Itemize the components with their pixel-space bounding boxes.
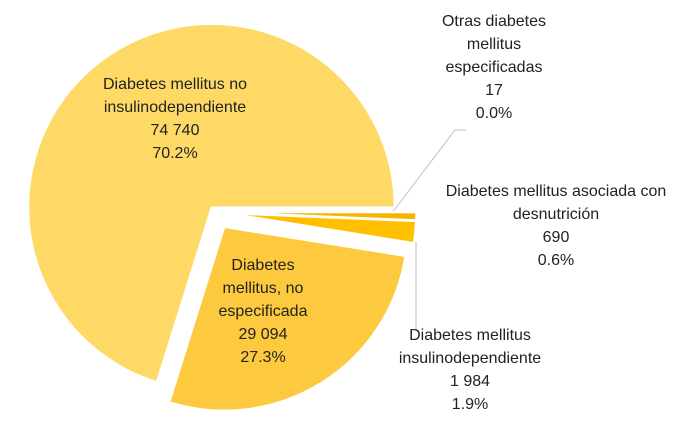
leader-line	[391, 129, 466, 214]
value-label: 29 094	[238, 326, 288, 343]
category-label: Diabetes mellitus no insulinodependiente	[102, 76, 248, 116]
pie-slice	[232, 211, 417, 221]
value-label: 74 740	[150, 122, 200, 139]
percent-label: 27.3%	[240, 349, 286, 366]
value-label: 1 984	[449, 373, 491, 390]
category-label: Diabetes mellitus insulinodependiente	[398, 327, 542, 367]
pie-slice	[27, 23, 396, 383]
slice-label: Diabetes mellitus insulinodependiente 1 9…	[375, 324, 565, 416]
slice-label: Otras diabetes mellitus especificadas 17 0…	[419, 10, 569, 125]
slice-label: Diabetes mellitus asociada con desnutric…	[431, 180, 676, 272]
percent-label: 70.2%	[152, 145, 198, 162]
value-label: 17	[485, 82, 503, 99]
percent-label: 0.6%	[537, 252, 575, 269]
value-label: 690	[542, 229, 570, 246]
category-label: Diabetes mellitus asociada con desnutric…	[445, 183, 667, 223]
slice-label: Diabetes mellitus, no especificada 29 094…	[203, 254, 323, 369]
percent-label: 1.9%	[451, 396, 489, 413]
pie-slice	[168, 226, 407, 412]
category-label: Otras diabetes mellitus especificadas	[441, 13, 547, 76]
slice-label: Diabetes mellitus no insulinodependiente…	[70, 73, 280, 165]
category-label: Diabetes mellitus, no especificada	[218, 257, 308, 320]
pie-slice	[232, 213, 417, 244]
percent-label: 0.0%	[475, 105, 513, 122]
